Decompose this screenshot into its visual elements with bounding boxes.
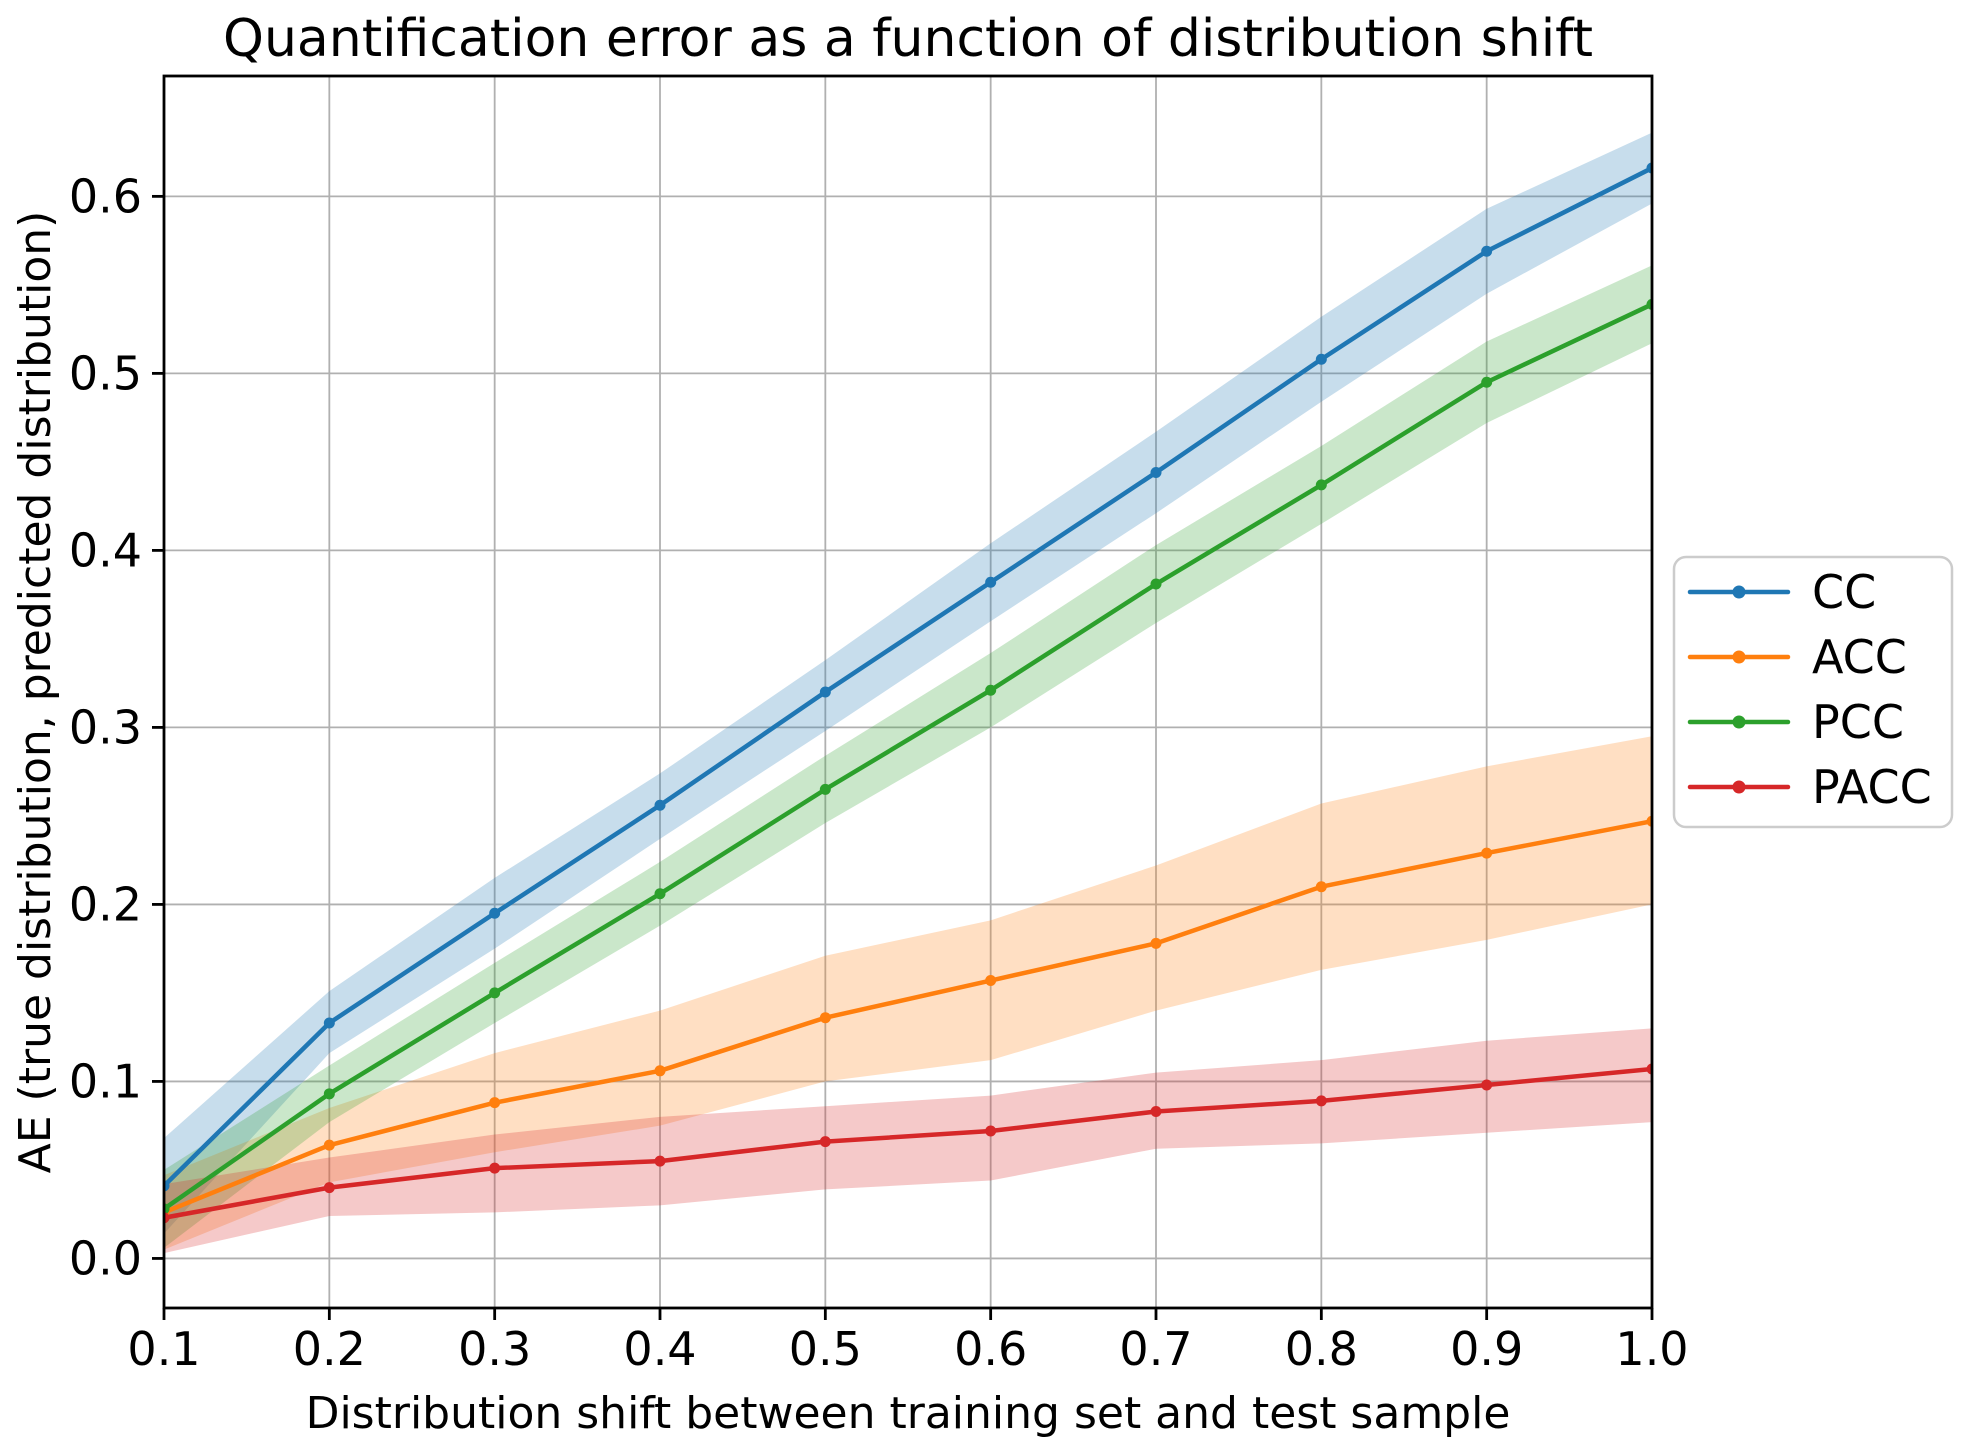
axes-spines: [162, 74, 1654, 1310]
pcc-marker: [985, 684, 997, 696]
y-tick-label: 0.4: [69, 523, 142, 577]
x-tick-label: 0.6: [954, 1322, 1027, 1376]
pcc-marker: [489, 987, 501, 999]
legend-label-acc: ACC: [1812, 630, 1907, 684]
legend-label-pacc: PACC: [1812, 760, 1932, 814]
acc-marker: [1481, 847, 1493, 859]
acc-marker: [1315, 881, 1327, 893]
pcc-line: [164, 302, 1652, 1212]
legend-box: [1672, 555, 1954, 829]
legend: CC ACC PCC PACC: [1672, 555, 1954, 829]
pacc-marker: [1150, 1106, 1162, 1118]
x-tick-label: 0.9: [1450, 1322, 1523, 1376]
y-tick-label: 0.6: [69, 169, 142, 223]
x-tick-label: 0.1: [127, 1322, 200, 1376]
x-tick-label: 0.7: [1119, 1322, 1192, 1376]
pacc-marker: [489, 1162, 501, 1174]
x-axis-ticks: 0.1 0.2 0.3 0.4 0.5 0.6 0.7 0.8 0.9 1.0: [127, 1308, 1689, 1376]
pacc-confidence-band: [164, 1028, 1652, 1254]
pcc-marker: [819, 783, 831, 795]
cc-line: [164, 165, 1652, 1189]
pacc-marker: [1315, 1095, 1327, 1107]
acc-line: [164, 818, 1652, 1215]
y-axis-ticks: 0.0 0.1 0.2 0.3 0.4 0.5 0.6: [69, 169, 164, 1286]
cc-marker: [985, 576, 997, 588]
y-tick-label: 0.2: [69, 878, 142, 932]
cc-marker: [819, 686, 831, 698]
pcc-marker: [1315, 479, 1327, 491]
pacc-marker: [654, 1155, 666, 1167]
acc-marker: [1150, 937, 1162, 949]
plot-data: [164, 132, 1652, 1254]
cc-marker: [1150, 467, 1162, 479]
legend-marker-pacc: [1732, 780, 1746, 794]
acc-marker: [323, 1139, 335, 1151]
legend-label-pcc: PCC: [1812, 695, 1904, 749]
pacc-marker: [985, 1125, 997, 1137]
acc-marker: [819, 1012, 831, 1024]
pcc-marker: [654, 888, 666, 900]
cc-marker: [1315, 353, 1327, 365]
acc-marker: [985, 975, 997, 987]
x-tick-label: 0.3: [458, 1322, 531, 1376]
pacc-marker: [819, 1136, 831, 1148]
y-tick-label: 0.3: [69, 701, 142, 755]
pacc-marker: [1481, 1079, 1493, 1091]
pacc-line: [164, 1066, 1652, 1220]
cc-confidence-band: [164, 132, 1652, 1234]
y-tick-label: 0.0: [69, 1232, 142, 1286]
chart-title: Quantification error as a function of di…: [223, 9, 1593, 69]
x-tick-label: 0.8: [1285, 1322, 1358, 1376]
x-tick-label: 0.2: [293, 1322, 366, 1376]
pcc-marker: [323, 1088, 335, 1100]
legend-marker-pcc: [1732, 715, 1746, 729]
legend-marker-cc: [1732, 585, 1746, 599]
cc-marker: [1481, 245, 1493, 257]
y-tick-label: 0.5: [69, 346, 142, 400]
x-axis-label: Distribution shift between training set …: [306, 1388, 1511, 1439]
pcc-marker: [1150, 578, 1162, 590]
acc-confidence-band: [164, 736, 1652, 1250]
series-lines: [164, 165, 1652, 1220]
x-tick-label: 0.5: [789, 1322, 862, 1376]
cc-marker: [323, 1017, 335, 1029]
legend-marker-acc: [1732, 650, 1746, 664]
cc-marker: [654, 799, 666, 811]
x-tick-label: 0.4: [623, 1322, 696, 1376]
x-tick-label: 1.0: [1615, 1322, 1688, 1376]
acc-marker: [489, 1097, 501, 1109]
confidence-bands: [164, 132, 1652, 1254]
pacc-marker: [323, 1182, 335, 1194]
pcc-marker: [1481, 376, 1493, 388]
legend-label-cc: CC: [1812, 565, 1876, 619]
acc-marker: [654, 1065, 666, 1077]
cc-marker: [489, 907, 501, 919]
y-tick-label: 0.1: [69, 1055, 142, 1109]
y-axis-label: AE (true distribution, predicted distrib…: [10, 211, 61, 1174]
